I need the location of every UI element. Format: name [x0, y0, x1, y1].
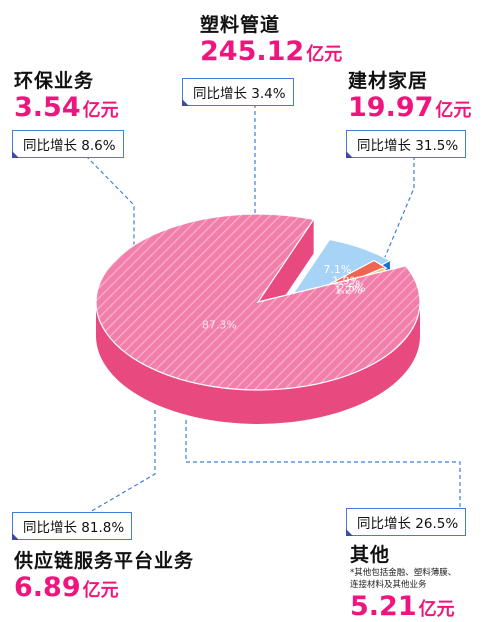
building-materials-growth-box: 同比增长 31.5% [346, 130, 467, 158]
building-materials-value: 19.97 [348, 92, 434, 123]
plastic-pipes-growth-value: 3.4% [251, 86, 286, 102]
other-leader [185, 420, 461, 508]
percent-labels: 7.1%1.9%2.5%1.2% 87.3% [202, 263, 366, 332]
callout-corner-mark [346, 529, 353, 536]
callout-corner-mark [182, 99, 189, 106]
building-materials-amount: 19.97 亿元 [348, 93, 471, 123]
other-unit: 亿元 [418, 598, 455, 620]
other-amount: 5.21 亿元 [350, 590, 456, 622]
pie-slices [95, 213, 421, 424]
plastic-pipes-unit: 亿元 [306, 44, 343, 65]
plastic-pipes-slice-side [96, 302, 420, 424]
plastic-pipes-value: 245.12 [200, 36, 305, 67]
supply-chain-percent-label: 2.5% [338, 281, 366, 294]
plastic-pipes-slice [95, 213, 421, 391]
other-growth-box: 同比增长 26.5% [346, 508, 467, 536]
other-growth-label: 同比增长 [357, 516, 411, 532]
callout-corner-mark [12, 151, 19, 158]
building-materials-growth-label: 同比增长 [357, 138, 411, 154]
plastic-pipes-callout: 塑料管道 245.12 亿元 [200, 10, 342, 67]
building-materials-name: 建材家居 [348, 70, 429, 92]
other-callout: 其他 *其他包括金融、塑料薄膜、 连接材料及其他业务 5.21 亿元 [350, 540, 456, 621]
environmental-amount: 3.54 亿元 [14, 93, 119, 123]
supply-chain-amount: 6.89 亿元 [14, 573, 194, 603]
other-note-line-2: 连接材料及其他业务 [350, 580, 427, 591]
environmental-percent-label: 1.2% [334, 284, 362, 297]
plastic-pipes-name: 塑料管道 [200, 14, 281, 36]
supply-chain-unit: 亿元 [82, 580, 119, 601]
other-name: 其他 [350, 544, 391, 566]
building-materials-unit: 亿元 [435, 100, 472, 121]
building-materials-growth-value: 31.5% [415, 138, 459, 154]
environmental-name: 环保业务 [14, 70, 95, 92]
environmental-growth-box: 同比增长 8.6% [12, 130, 124, 158]
supply-chain-growth-label: 同比增长 [23, 520, 77, 536]
environmental-callout: 环保业务 3.54 亿元 [14, 66, 119, 123]
environmental-growth-label: 同比增长 [23, 138, 77, 154]
supply-chain-callout: 供应链服务平台业务 6.89 亿元 [14, 546, 194, 603]
supply-chain-name: 供应链服务平台业务 [14, 550, 195, 572]
callout-corner-mark [12, 533, 19, 540]
other-value: 5.21 [350, 590, 417, 622]
other-note-line-1: *其他包括金融、塑料薄膜、 [350, 568, 457, 578]
supply-chain-growth-box: 同比增长 81.8% [12, 512, 133, 540]
environmental-growth-value: 8.6% [81, 138, 116, 154]
plastic-pipes-growth-box: 同比增长 3.4% [182, 78, 294, 106]
plastic-pipes-growth-label: 同比增长 [193, 86, 247, 102]
plastic-pipes-percent-label: 87.3% [202, 319, 237, 332]
building-materials-callout: 建材家居 19.97 亿元 [348, 66, 471, 123]
other-percent-label: 1.9% [332, 274, 360, 287]
plastic-pipes-amount: 245.12 亿元 [200, 37, 342, 67]
building-materials-percent-label: 7.1% [323, 263, 351, 276]
supply-chain-leader [89, 410, 156, 513]
other-growth-value: 26.5% [415, 516, 459, 532]
environmental-unit: 亿元 [82, 100, 119, 121]
environmental-value: 3.54 [14, 92, 81, 123]
callout-corner-mark [346, 151, 353, 158]
supply-chain-value: 6.89 [14, 572, 81, 603]
supply-chain-growth-value: 81.8% [81, 520, 125, 536]
